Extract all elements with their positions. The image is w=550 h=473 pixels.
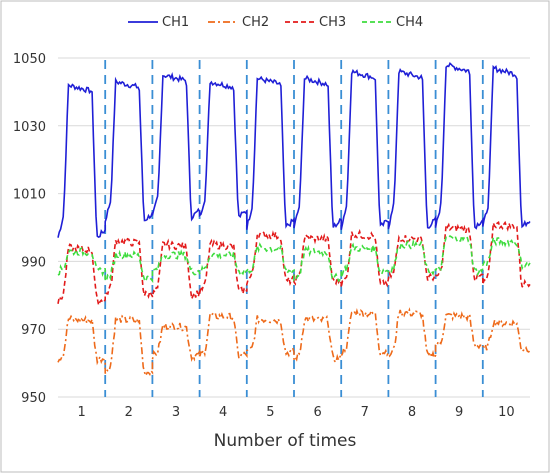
y-tick-label: 1050 — [13, 52, 46, 67]
series-layer — [57, 61, 531, 378]
legend-label-ch2: CH2 — [242, 15, 269, 30]
x-tick-label: 10 — [498, 405, 515, 420]
x-tick-label: 2 — [125, 405, 133, 420]
x-tick-label: 7 — [361, 405, 369, 420]
y-tick-label: 990 — [21, 255, 46, 270]
series-line-ch4 — [57, 233, 531, 284]
legend-label-ch4: CH4 — [396, 15, 423, 30]
y-tick-label: 970 — [21, 323, 46, 338]
series-line-ch3 — [57, 220, 531, 308]
x-tick-label: 5 — [266, 405, 274, 420]
legend: CH1 CH2 CH3 CH4 — [128, 15, 423, 30]
y-tick-label: 1030 — [13, 120, 46, 135]
x-tick-label: 6 — [313, 405, 321, 420]
x-tick-label: 9 — [455, 405, 463, 420]
y-tick-label: 1010 — [13, 188, 46, 203]
x-tick-label: 8 — [408, 405, 416, 420]
series-line-ch2 — [57, 307, 531, 378]
legend-label-ch3: CH3 — [319, 15, 346, 30]
x-tick-label: 1 — [77, 405, 85, 420]
x-tick-label: 3 — [172, 405, 180, 420]
legend-label-ch1: CH1 — [162, 15, 189, 30]
x-tick-label: 4 — [219, 405, 227, 420]
x-axis-label: Number of times — [214, 431, 357, 451]
y-axis-ticks: 950 970 990 1010 1030 1050 — [13, 52, 46, 406]
y-tick-label: 950 — [21, 391, 46, 406]
x-axis-ticks: 1 2 3 4 5 6 7 8 9 10 — [77, 405, 514, 420]
series-line-ch1 — [57, 61, 531, 239]
